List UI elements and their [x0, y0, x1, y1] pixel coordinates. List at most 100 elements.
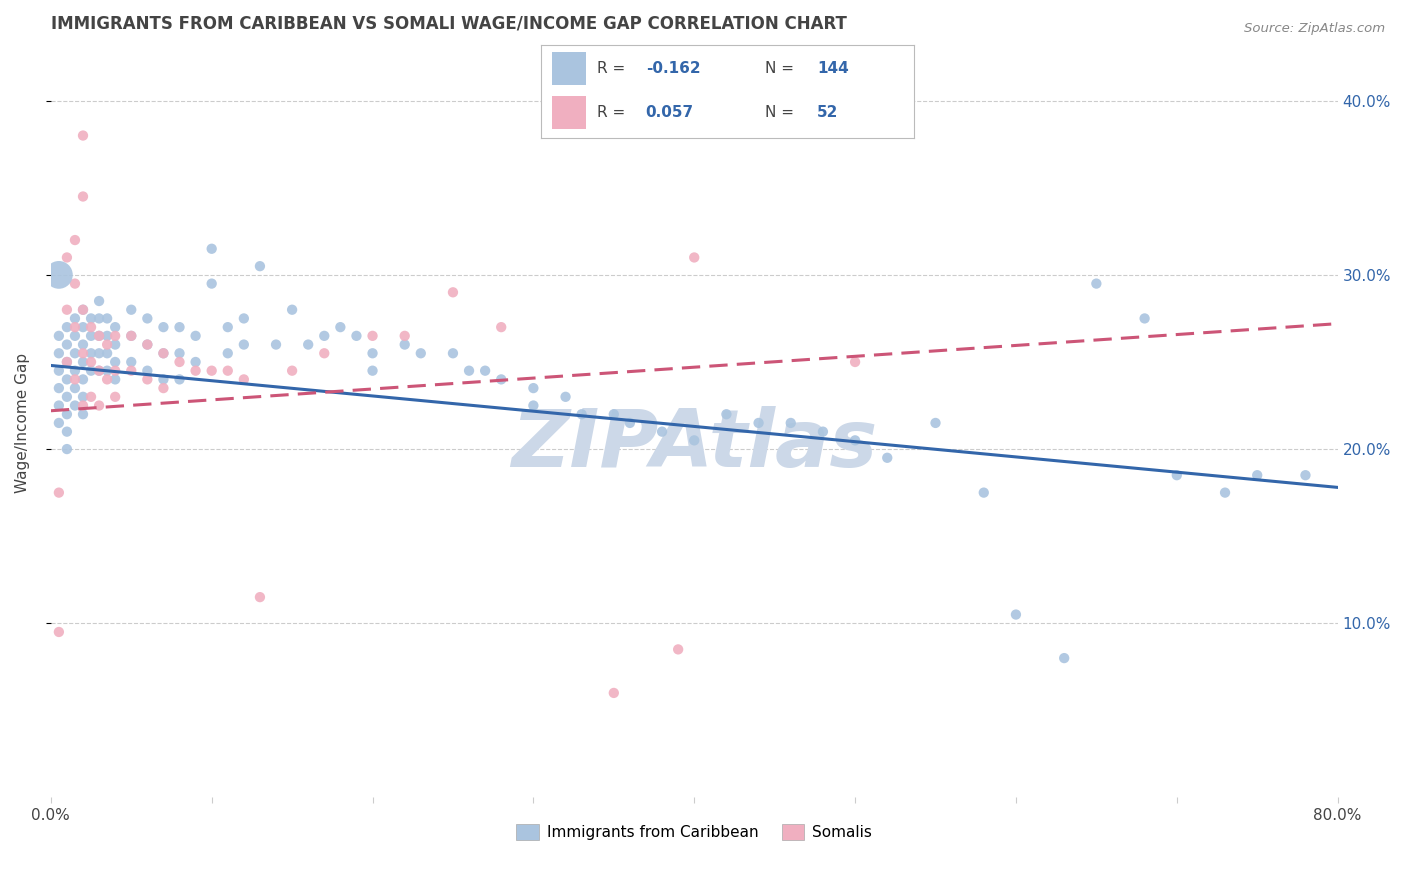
- Point: [56, 355, 79, 369]
- Point: [232, 372, 254, 386]
- Point: [136, 311, 159, 326]
- Point: [264, 337, 287, 351]
- Point: [48, 346, 70, 360]
- Point: [104, 355, 127, 369]
- Point: [441, 285, 464, 300]
- Point: [87, 329, 110, 343]
- Point: [56, 251, 79, 265]
- Point: [120, 364, 142, 378]
- Point: [169, 372, 191, 386]
- Point: [104, 320, 127, 334]
- Point: [63, 329, 86, 343]
- Point: [104, 337, 127, 351]
- Point: [120, 355, 142, 369]
- Point: [152, 346, 174, 360]
- Point: [136, 364, 159, 378]
- Text: IMMIGRANTS FROM CARIBBEAN VS SOMALI WAGE/INCOME GAP CORRELATION CHART: IMMIGRANTS FROM CARIBBEAN VS SOMALI WAGE…: [51, 15, 846, 33]
- Point: [72, 407, 94, 421]
- Point: [56, 372, 79, 386]
- Point: [361, 346, 384, 360]
- Point: [63, 381, 86, 395]
- Point: [394, 329, 416, 343]
- Point: [361, 329, 384, 343]
- Point: [63, 233, 86, 247]
- Point: [217, 320, 239, 334]
- Point: [1294, 468, 1316, 483]
- Point: [217, 364, 239, 378]
- Point: [56, 320, 79, 334]
- Point: [56, 337, 79, 351]
- Point: [201, 277, 224, 291]
- Point: [474, 364, 496, 378]
- Point: [63, 277, 86, 291]
- Point: [152, 346, 174, 360]
- Point: [72, 355, 94, 369]
- Point: [120, 329, 142, 343]
- Point: [80, 320, 103, 334]
- Point: [87, 329, 110, 343]
- Point: [441, 346, 464, 360]
- Point: [619, 416, 641, 430]
- Point: [603, 407, 626, 421]
- Point: [232, 337, 254, 351]
- Point: [1246, 468, 1268, 483]
- Text: -0.162: -0.162: [645, 61, 700, 76]
- Point: [683, 434, 706, 448]
- Point: [104, 372, 127, 386]
- Point: [120, 329, 142, 343]
- Point: [63, 364, 86, 378]
- Point: [63, 372, 86, 386]
- Point: [973, 485, 995, 500]
- Point: [48, 329, 70, 343]
- Point: [1005, 607, 1028, 622]
- Point: [96, 329, 118, 343]
- Point: [72, 346, 94, 360]
- Point: [489, 320, 512, 334]
- Point: [346, 329, 368, 343]
- Text: R =: R =: [598, 104, 630, 120]
- Point: [554, 390, 576, 404]
- Point: [72, 390, 94, 404]
- Point: [80, 390, 103, 404]
- Point: [748, 416, 770, 430]
- Point: [651, 425, 673, 439]
- Point: [96, 364, 118, 378]
- Point: [96, 311, 118, 326]
- Point: [281, 364, 304, 378]
- Text: ZIPAtlas: ZIPAtlas: [512, 407, 877, 484]
- Point: [72, 372, 94, 386]
- Point: [152, 381, 174, 395]
- Point: [522, 381, 544, 395]
- Text: N =: N =: [765, 61, 799, 76]
- Point: [314, 329, 336, 343]
- Point: [1053, 651, 1076, 665]
- Text: R =: R =: [598, 61, 630, 76]
- Point: [1213, 485, 1236, 500]
- FancyBboxPatch shape: [553, 96, 586, 129]
- Point: [72, 320, 94, 334]
- Text: N =: N =: [765, 104, 799, 120]
- Point: [217, 346, 239, 360]
- Point: [56, 390, 79, 404]
- Point: [96, 346, 118, 360]
- Point: [63, 320, 86, 334]
- Point: [87, 399, 110, 413]
- Point: [844, 355, 866, 369]
- Point: [104, 364, 127, 378]
- Point: [80, 311, 103, 326]
- Point: [152, 320, 174, 334]
- Point: [63, 346, 86, 360]
- Point: [1133, 311, 1156, 326]
- Point: [603, 686, 626, 700]
- Point: [48, 485, 70, 500]
- Point: [72, 337, 94, 351]
- Point: [48, 364, 70, 378]
- Point: [522, 399, 544, 413]
- Point: [169, 320, 191, 334]
- Point: [876, 450, 898, 465]
- Point: [232, 311, 254, 326]
- Point: [72, 302, 94, 317]
- Point: [56, 355, 79, 369]
- Point: [48, 268, 70, 282]
- Point: [394, 337, 416, 351]
